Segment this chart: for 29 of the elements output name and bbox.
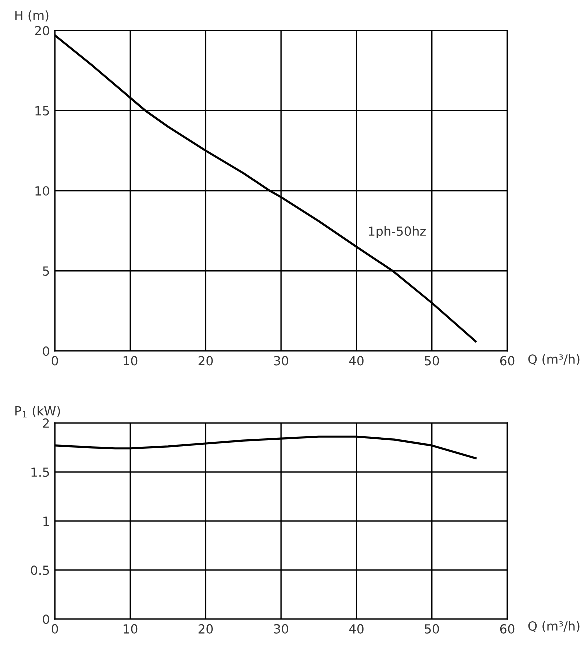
- x-tick-label: 20: [198, 624, 214, 634]
- x-tick-label: 50: [425, 624, 440, 634]
- x-tick-label: 60: [500, 624, 515, 634]
- x-tick-label: 50: [425, 356, 440, 366]
- y-axis-title: P$_{1}$ (kW): [16, 406, 60, 418]
- y-axis-title: H (m): [16, 10, 49, 22]
- x-tick-label: 0: [52, 624, 58, 634]
- x-tick-label: 60: [500, 356, 515, 366]
- x-tick-label: 10: [124, 356, 138, 366]
- y-tick-label: 1: [44, 516, 50, 526]
- y-tick-label: 15: [36, 106, 50, 116]
- x-axis-title: Q (m³/h): [528, 354, 580, 366]
- y-tick-label: 5: [43, 266, 50, 276]
- x-axis-title: Q (m³/h): [528, 621, 580, 632]
- y-tick-label: 20: [35, 26, 50, 36]
- x-tick-label: 10: [124, 624, 138, 634]
- x-tick-label: 20: [198, 356, 214, 366]
- x-tick-label: 0: [52, 356, 58, 366]
- y-tick-label: 0.5: [31, 566, 50, 576]
- y-tick-label: 1.5: [32, 468, 50, 478]
- series-label: 1ph-50hz: [369, 226, 426, 239]
- y-tick-label: 2: [43, 418, 49, 428]
- y-tick-label: 10: [36, 186, 50, 196]
- y-tick-label: 0: [43, 614, 50, 624]
- x-tick-label: 30: [274, 356, 288, 366]
- y-tick-label: 0: [43, 346, 50, 356]
- x-tick-label: 40: [349, 356, 364, 366]
- x-tick-label: 40: [349, 624, 364, 634]
- x-tick-label: 30: [274, 624, 288, 634]
